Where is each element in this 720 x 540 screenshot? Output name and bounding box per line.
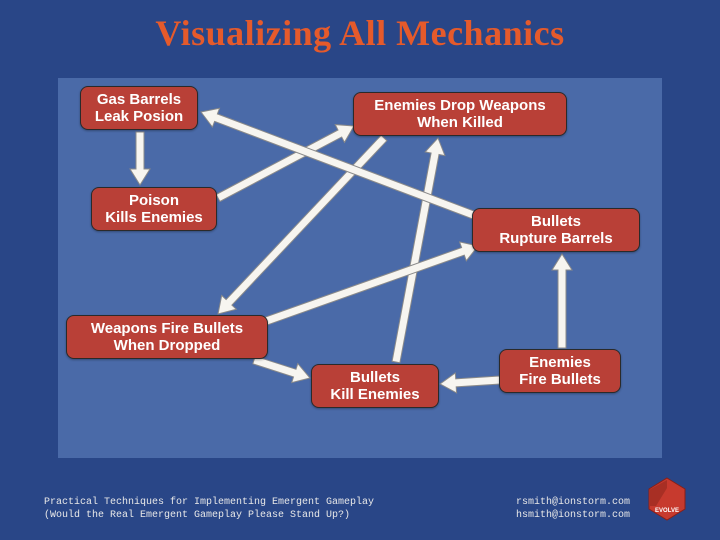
node-efire: EnemiesFire Bullets — [499, 349, 621, 393]
node-rupture: BulletsRupture Barrels — [472, 208, 640, 252]
footer-email-1: rsmith@ionstorm.com — [516, 496, 630, 509]
mechanics-diagram: Gas BarrelsLeak Posion Enemies Drop Weapo… — [58, 78, 662, 458]
node-fire: Weapons Fire BulletsWhen Dropped — [66, 315, 268, 359]
evolve-logo: EVOLVE — [644, 476, 690, 522]
node-poison: PoisonKills Enemies — [91, 187, 217, 231]
edge-drop-fire — [218, 135, 387, 314]
edge-fire-rupture — [257, 242, 478, 328]
footer-line-1: Practical Techniques for Implementing Em… — [44, 496, 476, 509]
edge-efire-kill — [440, 373, 500, 393]
footer-email-2: hsmith@ionstorm.com — [516, 509, 630, 522]
node-drop: Enemies Drop WeaponsWhen Killed — [353, 92, 567, 136]
page-title: Visualizing All Mechanics — [0, 12, 720, 54]
footer-emails: rsmith@ionstorm.com hsmith@ionstorm.com — [516, 496, 630, 522]
edge-efire-rupture — [552, 254, 572, 348]
edge-poison-drop — [216, 125, 354, 202]
node-kill: BulletsKill Enemies — [311, 364, 439, 408]
footer-left: Practical Techniques for Implementing Em… — [44, 496, 476, 522]
edge-kill-drop — [392, 138, 445, 363]
edge-fire-kill — [253, 356, 310, 382]
node-gas: Gas BarrelsLeak Posion — [80, 86, 198, 130]
edge-gas-poison — [130, 132, 150, 185]
logo-text: EVOLVE — [655, 508, 679, 514]
footer-line-2: (Would the Real Emergent Gameplay Please… — [44, 509, 476, 522]
slide-footer: Practical Techniques for Implementing Em… — [44, 476, 690, 522]
